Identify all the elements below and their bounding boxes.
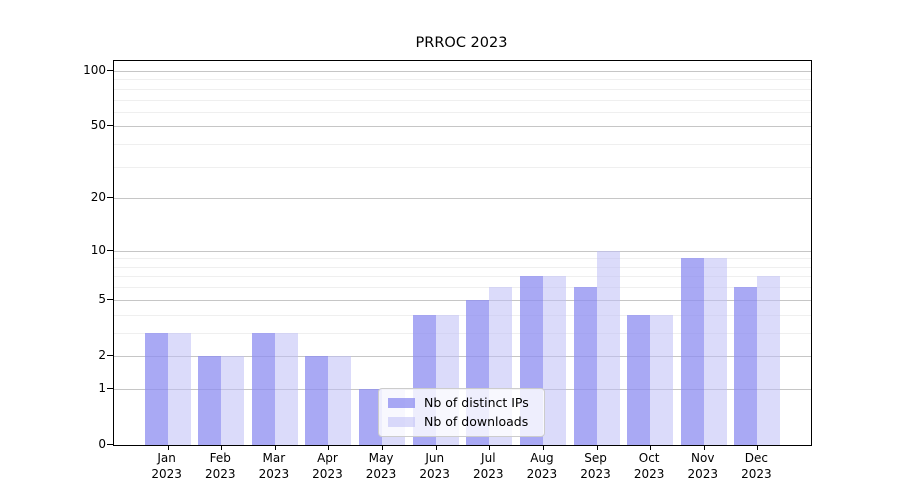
gridline-minor-4 — [114, 314, 811, 316]
bar-downloads-dec — [757, 276, 781, 445]
bar-downloads-mar — [274, 332, 298, 445]
x-tick-mark-jul — [489, 445, 491, 450]
gridline-minor-7 — [114, 276, 811, 278]
legend-label-downloads: Nb of downloads — [424, 414, 529, 429]
gridline-major-50 — [114, 126, 811, 128]
bar-downloads-oct — [650, 314, 674, 445]
x-tick-label-may: May 2023 — [365, 451, 397, 481]
x-tick-label-nov: Nov 2023 — [687, 451, 719, 481]
x-tick-label-aug: Aug 2023 — [526, 451, 558, 481]
x-tick-mark-jun — [435, 445, 437, 450]
gridline-minor-6 — [114, 287, 811, 289]
x-tick-mark-may — [382, 445, 384, 450]
legend-swatch-distinct-ips — [388, 398, 415, 408]
x-tick-label-feb: Feb 2023 — [204, 451, 236, 481]
x-tick-label-dec: Dec 2023 — [741, 451, 772, 481]
gridline-minor-80 — [114, 88, 811, 90]
y-tick-label-10: 10 — [90, 242, 106, 257]
gridline-minor-8 — [114, 266, 811, 268]
gridline-minor-90 — [114, 79, 811, 81]
y-tick-mark-0 — [107, 444, 113, 445]
bar-distinct-ips-jan — [144, 332, 168, 445]
y-tick-mark-5 — [107, 298, 113, 300]
y-tick-mark-1 — [107, 387, 113, 389]
gridline-major-10 — [114, 250, 811, 252]
gridline-major-2 — [114, 355, 811, 357]
bar-distinct-ips-apr — [305, 355, 329, 445]
x-tick-mark-mar — [274, 445, 276, 450]
gridline-minor-9 — [114, 258, 811, 260]
y-tick-label-100: 100 — [83, 63, 106, 77]
bar-downloads-aug — [542, 276, 566, 445]
gridline-minor-70 — [114, 99, 811, 101]
gridline-major-20 — [114, 198, 811, 200]
x-tick-label-jul: Jul 2023 — [473, 451, 504, 481]
x-tick-label-mar: Mar 2023 — [258, 451, 290, 481]
bar-distinct-ips-oct — [627, 314, 651, 445]
bar-distinct-ips-sep — [573, 287, 597, 445]
legend-label-distinct-ips: Nb of distinct IPs — [424, 395, 529, 410]
y-tick-label-50: 50 — [90, 118, 106, 133]
y-tick-label-20: 20 — [90, 190, 106, 205]
legend-item-downloads: Nb of downloads — [379, 415, 544, 429]
x-tick-mark-sep — [596, 445, 598, 450]
y-tick-mark-2 — [107, 354, 113, 356]
y-tick-label-5: 5 — [98, 291, 106, 306]
x-tick-label-jan: Jan 2023 — [151, 451, 182, 481]
bar-distinct-ips-dec — [734, 287, 758, 445]
y-tick-label-0: 0 — [98, 437, 106, 451]
x-tick-label-apr: Apr 2023 — [312, 451, 343, 481]
gridline-major-5 — [114, 299, 811, 301]
gridline-minor-40 — [114, 144, 811, 146]
bar-downloads-feb — [221, 355, 245, 445]
y-tick-mark-20 — [107, 197, 113, 199]
bar-distinct-ips-nov — [680, 258, 704, 445]
x-tick-mark-nov — [703, 445, 705, 450]
chart-title: PRROC 2023 — [415, 35, 508, 51]
gridline-minor-60 — [114, 111, 811, 113]
gridline-minor-3 — [114, 332, 811, 334]
y-tick-label-1: 1 — [98, 380, 106, 395]
bar-downloads-sep — [596, 250, 620, 445]
x-tick-mark-jan — [167, 445, 169, 450]
bar-distinct-ips-mar — [251, 332, 275, 445]
y-tick-mark-50 — [107, 125, 113, 127]
legend-swatch-downloads — [388, 417, 415, 427]
bar-distinct-ips-may — [359, 388, 383, 445]
x-tick-mark-apr — [328, 445, 330, 450]
legend-item-distinct-ips: Nb of distinct IPs — [379, 396, 544, 410]
y-tick-mark-10 — [107, 249, 113, 251]
gridline-major-100 — [114, 71, 811, 72]
x-tick-label-jun: Jun 2023 — [419, 451, 450, 481]
x-tick-mark-dec — [757, 445, 759, 450]
y-tick-label-2: 2 — [98, 347, 106, 362]
x-tick-mark-aug — [542, 445, 544, 450]
x-tick-mark-oct — [650, 445, 652, 450]
x-tick-label-sep: Sep 2023 — [580, 451, 611, 481]
bar-downloads-jan — [167, 332, 191, 445]
bar-downloads-nov — [703, 258, 727, 445]
bar-distinct-ips-feb — [198, 355, 222, 445]
x-tick-label-oct: Oct 2023 — [633, 451, 665, 481]
gridline-minor-30 — [114, 166, 811, 168]
x-tick-mark-feb — [221, 445, 223, 450]
bar-downloads-apr — [328, 355, 352, 445]
y-tick-mark-100 — [107, 70, 113, 71]
legend: Nb of distinct IPs Nb of downloads — [378, 388, 545, 437]
